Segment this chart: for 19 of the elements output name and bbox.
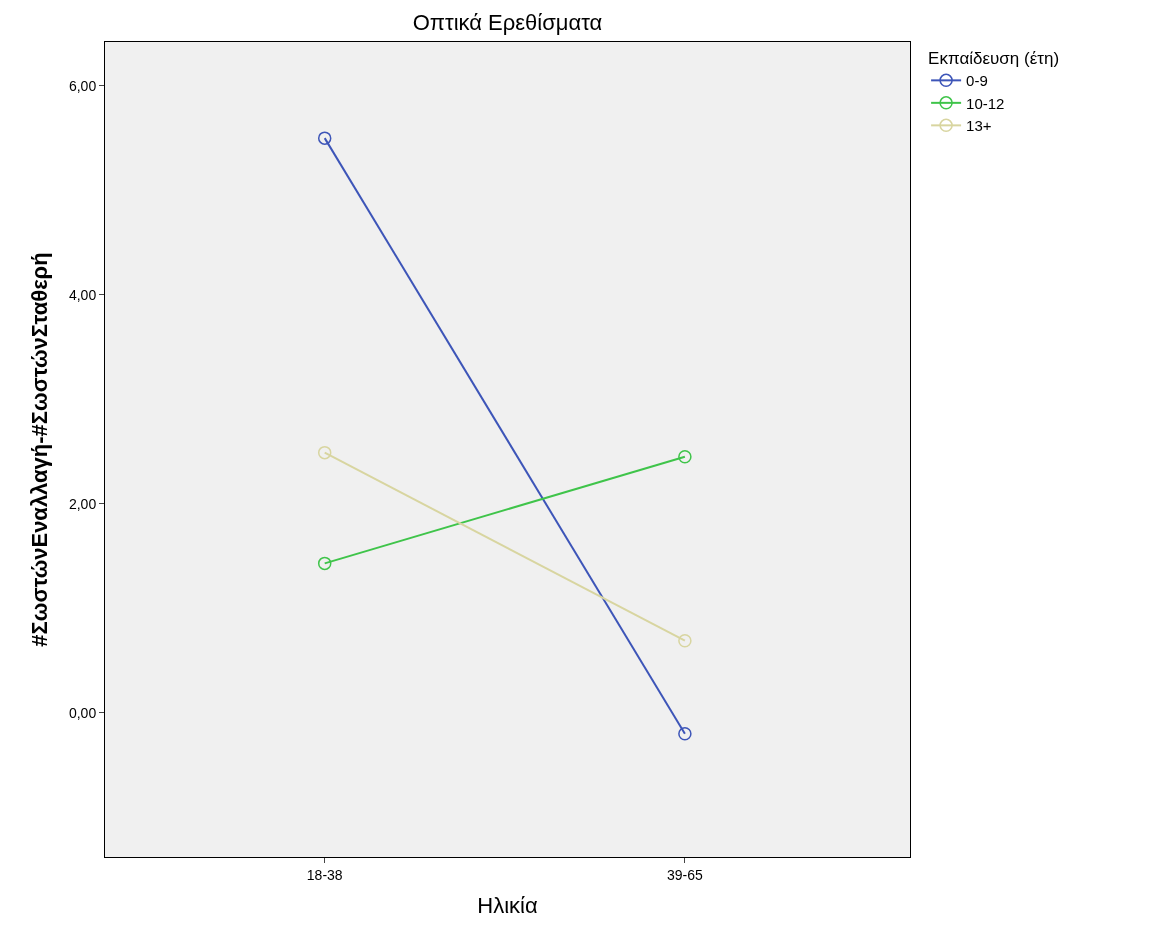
point <box>678 726 692 741</box>
chart-title: Οπτικά Ερεθίσματα <box>412 9 603 35</box>
y-tick-label: 4,00 <box>68 286 97 303</box>
x-tick-label: 39-65 <box>666 866 703 883</box>
legend-label: 13+ <box>966 117 992 135</box>
legend-title: Εκπαίδευση (έτη) <box>928 49 1060 69</box>
point <box>317 556 332 571</box>
legend-label: 10-12 <box>966 94 1005 112</box>
legend-label: 0-9 <box>966 72 988 90</box>
x-axis-title: Ηλικία <box>477 892 538 918</box>
point <box>678 633 692 648</box>
point <box>317 131 332 145</box>
point <box>678 450 692 464</box>
point <box>317 445 332 460</box>
y-tick-label: 6,00 <box>68 77 97 94</box>
y-tick-label: 0,00 <box>68 704 97 721</box>
y-axis-title: #ΣωστώνΕναλλαγή-#ΣωστώνΣταθερή <box>26 252 52 647</box>
y-tick-label: 2,00 <box>68 495 97 512</box>
x-tick-label: 18-38 <box>306 866 343 883</box>
